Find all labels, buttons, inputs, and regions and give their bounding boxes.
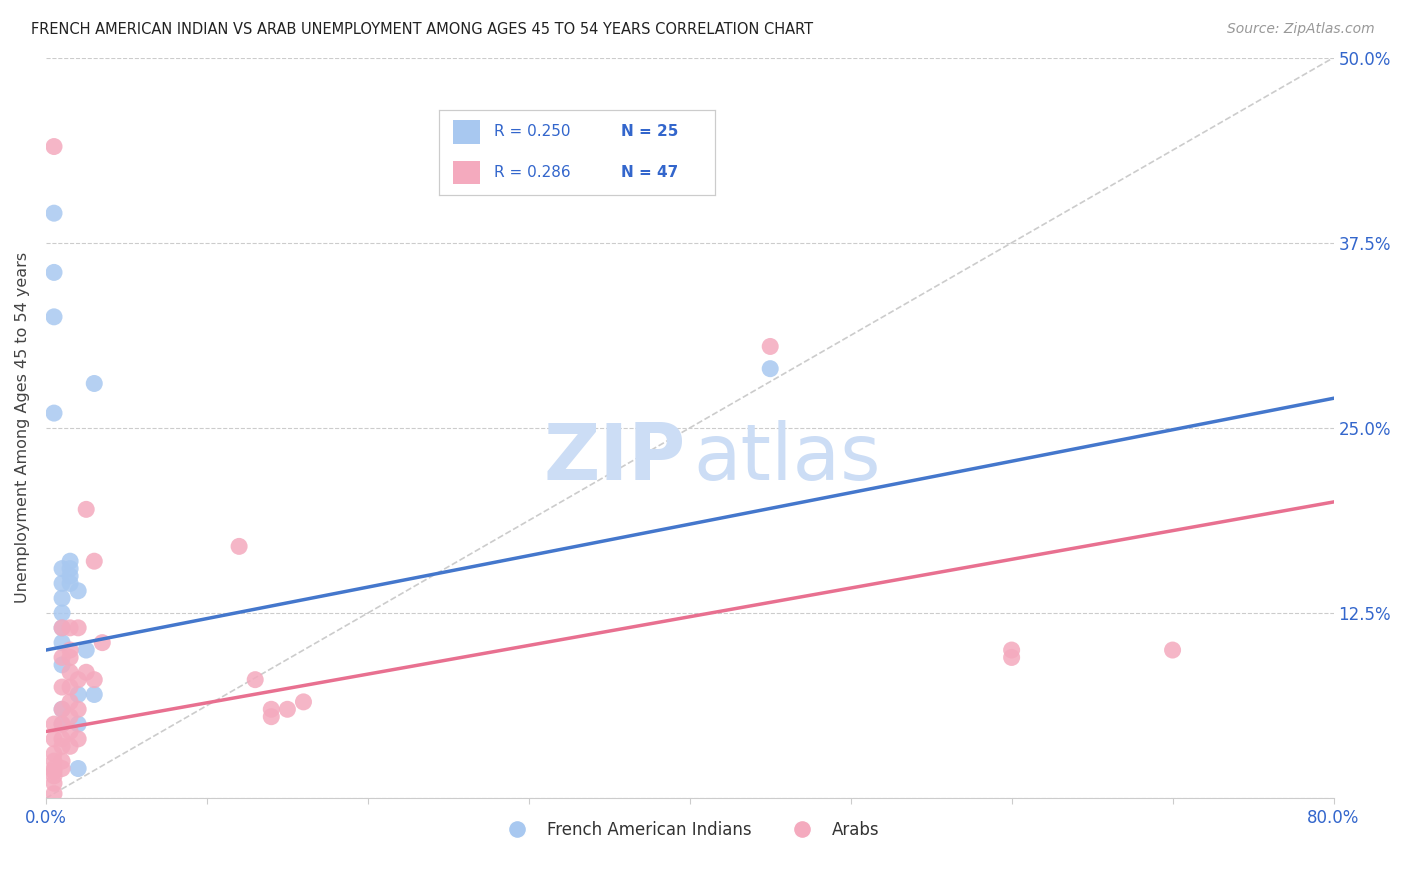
Point: [42, 769, 65, 783]
Point: [51, 702, 73, 716]
Point: [42, 762, 65, 776]
Point: [83, 376, 105, 391]
Point: [42, 747, 65, 761]
Y-axis label: Unemployment Among Ages 45 to 54 years: Unemployment Among Ages 45 to 54 years: [15, 252, 30, 604]
Text: Source: ZipAtlas.com: Source: ZipAtlas.com: [1227, 22, 1375, 37]
Point: [59, 739, 82, 754]
Point: [51, 680, 73, 694]
Point: [67, 731, 90, 746]
Point: [59, 650, 82, 665]
Point: [1001, 643, 1024, 657]
Point: [51, 702, 73, 716]
Point: [42, 776, 65, 790]
Point: [67, 762, 90, 776]
Point: [51, 657, 73, 672]
Point: [59, 724, 82, 739]
Point: [51, 650, 73, 665]
Text: atlas: atlas: [693, 419, 882, 496]
Point: [51, 731, 73, 746]
Point: [759, 339, 782, 353]
Point: [51, 635, 73, 649]
Point: [51, 717, 73, 731]
Point: [67, 702, 90, 716]
Point: [51, 561, 73, 575]
Point: [83, 688, 105, 702]
Point: [59, 643, 82, 657]
Point: [59, 709, 82, 723]
Point: [42, 787, 65, 801]
Point: [42, 731, 65, 746]
Point: [59, 576, 82, 591]
Text: FRENCH AMERICAN INDIAN VS ARAB UNEMPLOYMENT AMONG AGES 45 TO 54 YEARS CORRELATIO: FRENCH AMERICAN INDIAN VS ARAB UNEMPLOYM…: [31, 22, 813, 37]
Point: [59, 554, 82, 568]
Point: [83, 673, 105, 687]
Point: [42, 754, 65, 768]
Point: [67, 717, 90, 731]
Point: [59, 680, 82, 694]
Point: [51, 754, 73, 768]
Point: [51, 621, 73, 635]
Point: [75, 643, 97, 657]
Point: [67, 621, 90, 635]
Point: [42, 764, 65, 779]
Point: [51, 606, 73, 620]
Point: [42, 310, 65, 324]
Point: [59, 695, 82, 709]
Point: [59, 561, 82, 575]
Point: [1001, 650, 1024, 665]
Point: [51, 717, 73, 731]
Point: [292, 695, 315, 709]
Point: [245, 673, 267, 687]
Point: [759, 361, 782, 376]
Point: [42, 406, 65, 420]
Point: [42, 206, 65, 220]
Point: [67, 673, 90, 687]
Text: ZIP: ZIP: [544, 419, 686, 496]
Point: [59, 621, 82, 635]
Point: [42, 139, 65, 153]
Point: [260, 702, 283, 716]
Point: [51, 739, 73, 754]
Point: [51, 591, 73, 606]
Point: [75, 502, 97, 516]
Point: [51, 762, 73, 776]
Point: [228, 540, 250, 554]
Point: [1161, 643, 1184, 657]
Point: [260, 709, 283, 723]
Point: [75, 665, 97, 680]
Point: [91, 635, 114, 649]
Point: [59, 569, 82, 583]
Point: [67, 583, 90, 598]
Point: [51, 576, 73, 591]
Point: [83, 554, 105, 568]
Point: [59, 665, 82, 680]
Point: [42, 265, 65, 279]
Point: [67, 688, 90, 702]
Legend: French American Indians, Arabs: French American Indians, Arabs: [494, 814, 886, 846]
Point: [276, 702, 298, 716]
Point: [51, 621, 73, 635]
Point: [42, 717, 65, 731]
